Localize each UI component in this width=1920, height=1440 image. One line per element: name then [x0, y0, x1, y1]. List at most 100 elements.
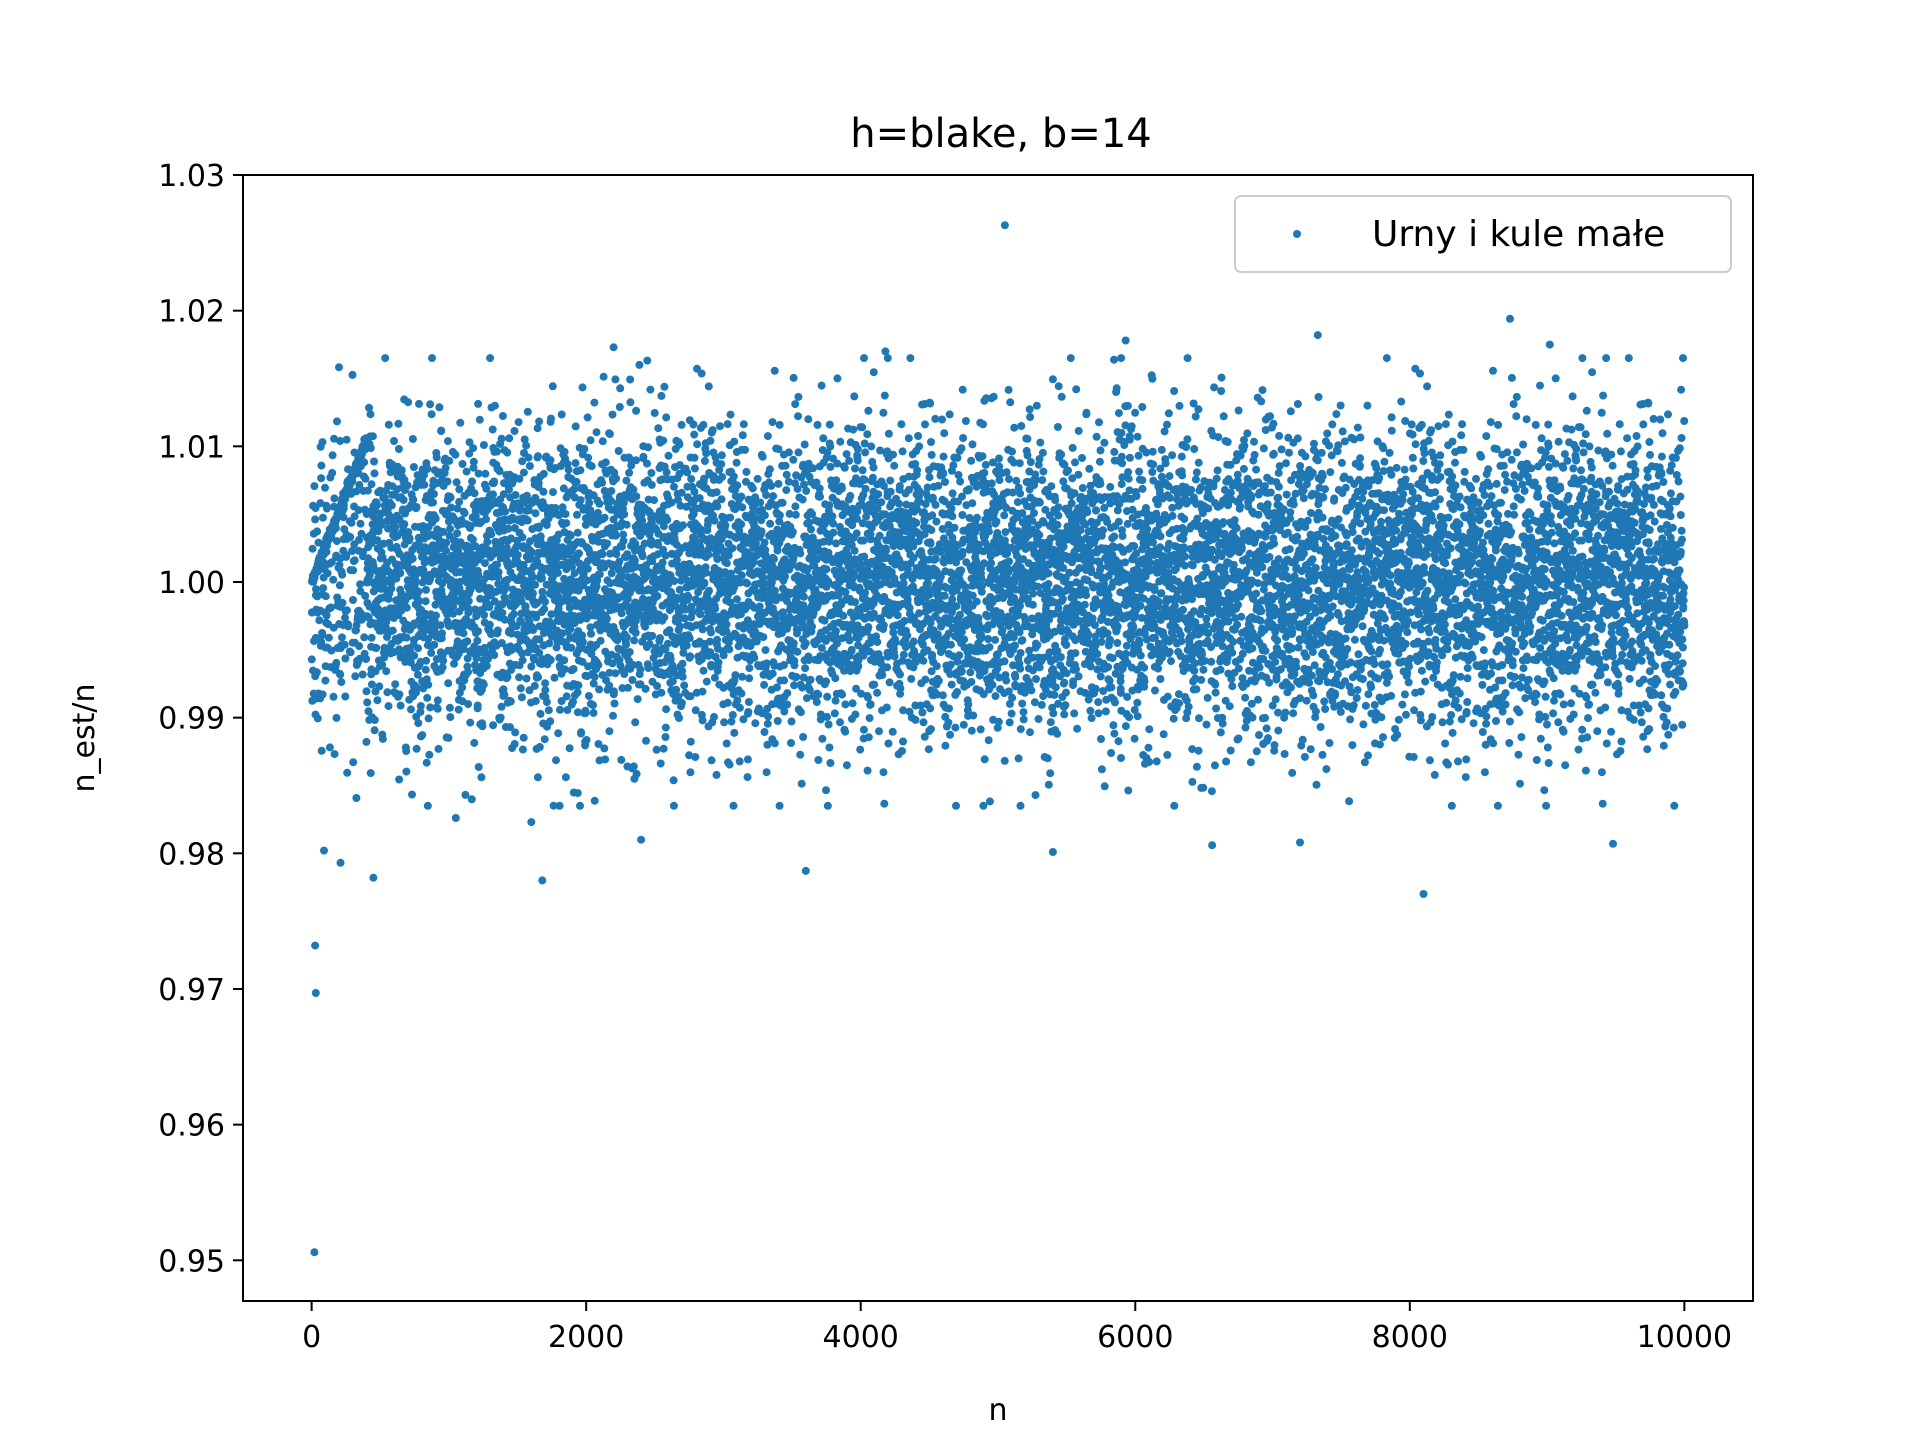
scatter-point	[577, 728, 586, 737]
scatter-point	[839, 611, 848, 620]
scatter-point	[980, 559, 989, 568]
scatter-point	[590, 398, 599, 407]
scatter-point	[772, 683, 781, 692]
scatter-point	[729, 801, 738, 810]
scatter-point	[829, 528, 838, 537]
scatter-point	[851, 598, 860, 607]
scatter-point	[738, 431, 747, 440]
scatter-point	[578, 383, 587, 392]
scatter-point	[984, 527, 993, 536]
scatter-point	[831, 696, 840, 705]
scatter-point	[897, 420, 906, 429]
scatter-point	[318, 438, 327, 447]
scatter-point	[586, 436, 595, 445]
scatter-point	[319, 584, 328, 593]
scatter-point	[896, 670, 904, 679]
scatter-point	[972, 597, 981, 606]
scatter-point	[404, 528, 413, 537]
scatter-point	[914, 432, 923, 440]
scatter-point	[562, 692, 571, 701]
scatter-point	[797, 779, 806, 788]
scatter-point	[812, 698, 821, 707]
scatter-point	[889, 450, 897, 459]
scatter-point	[663, 516, 672, 524]
scatter-point	[842, 761, 851, 770]
scatter-point	[979, 420, 987, 429]
scatter-point	[877, 498, 886, 507]
scatter-point	[833, 374, 842, 383]
scatter-point	[549, 488, 557, 497]
scatter-point	[699, 420, 708, 429]
scatter-point	[422, 758, 431, 767]
scatter-point	[717, 451, 726, 460]
scatter-point	[868, 473, 877, 482]
scatter-point	[513, 551, 522, 559]
scatter-point	[573, 789, 582, 798]
scatter-point	[716, 422, 724, 431]
scatter-point	[312, 668, 321, 677]
scatter-point	[672, 685, 681, 694]
scatter-point	[831, 627, 840, 635]
scatter-point	[793, 647, 802, 656]
scatter-point	[528, 573, 537, 582]
scatter-point	[517, 693, 526, 702]
scatter-point	[397, 590, 406, 598]
scatter-point	[787, 717, 796, 726]
scatter-point	[647, 480, 656, 489]
scatter-point	[416, 702, 425, 710]
scatter-point	[926, 704, 935, 713]
scatter-point	[662, 413, 671, 422]
scatter-point	[321, 483, 329, 492]
scatter-point	[832, 476, 841, 485]
scatter-point	[330, 750, 339, 759]
scatter-point	[436, 621, 445, 630]
scatter-point	[383, 688, 392, 697]
scatter-point	[679, 521, 687, 530]
scatter-point	[356, 519, 365, 528]
scatter-point	[469, 444, 478, 453]
scatter-point	[498, 608, 507, 617]
scatter-point	[611, 531, 620, 540]
scatter-point	[985, 643, 994, 652]
scatter-point	[967, 456, 976, 465]
scatter-point	[493, 447, 502, 456]
scatter-point	[318, 631, 327, 640]
scatter-point	[773, 717, 782, 725]
scatter-point	[826, 759, 835, 767]
scatter-point	[950, 523, 959, 532]
scatter-point	[874, 490, 883, 499]
scatter-point	[590, 672, 599, 681]
scatter-point	[622, 640, 631, 649]
scatter-point	[402, 767, 411, 776]
scatter-point	[355, 480, 364, 489]
scatter-point	[945, 410, 954, 419]
scatter-point	[364, 707, 373, 716]
scatter-point	[743, 579, 752, 588]
scatter-point	[748, 484, 757, 493]
scatter-point	[732, 595, 741, 604]
scatter-point	[825, 501, 834, 510]
scatter-point	[861, 448, 870, 457]
scatter-point	[632, 456, 640, 465]
scatter-point	[598, 550, 607, 559]
scatter-point	[958, 511, 967, 519]
scatter-point	[412, 744, 421, 753]
scatter-point	[946, 640, 955, 649]
scatter-point	[560, 665, 569, 674]
scatter-point	[576, 801, 584, 810]
scatter-point	[773, 546, 782, 555]
scatter-point	[444, 679, 453, 688]
scatter-point	[490, 651, 499, 659]
scatter-point	[403, 481, 412, 490]
scatter-point	[987, 559, 996, 568]
scatter-point	[380, 494, 389, 502]
scatter-point	[822, 786, 830, 795]
scatter-point	[324, 633, 333, 642]
scatter-point	[498, 412, 507, 420]
scatter-point	[928, 651, 937, 659]
scatter-point	[770, 366, 779, 375]
scatter-point	[633, 695, 642, 704]
scatter-point	[373, 501, 381, 510]
scatter-point	[791, 400, 800, 409]
scatter-point	[817, 381, 826, 390]
